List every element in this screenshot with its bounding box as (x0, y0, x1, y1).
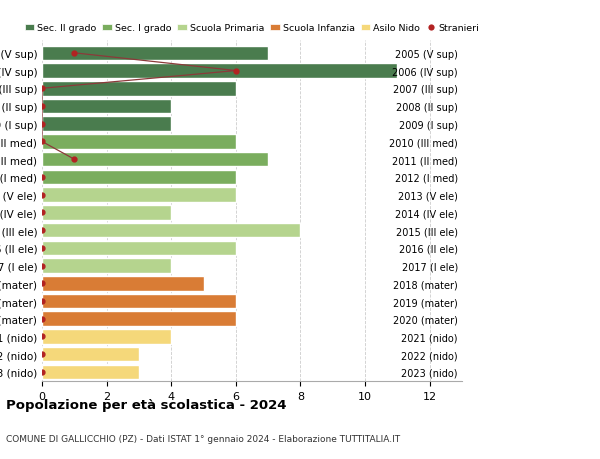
Text: COMUNE DI GALLICCHIO (PZ) - Dati ISTAT 1° gennaio 2024 - Elaborazione TUTTITALIA: COMUNE DI GALLICCHIO (PZ) - Dati ISTAT 1… (6, 434, 400, 443)
Bar (42, 188, 236, 202)
Bar (42, 64, 397, 78)
Bar (42, 152, 268, 167)
Bar (42, 330, 171, 344)
Bar (42, 294, 236, 308)
Bar (42, 224, 301, 238)
Bar (42, 241, 236, 256)
Bar (42, 259, 171, 273)
Bar (42, 347, 139, 362)
Bar (42, 276, 203, 291)
Text: Popolazione per età scolastica - 2024: Popolazione per età scolastica - 2024 (6, 398, 287, 411)
Bar (42, 82, 236, 96)
Legend: Sec. II grado, Sec. I grado, Scuola Primaria, Scuola Infanzia, Asilo Nido, Stran: Sec. II grado, Sec. I grado, Scuola Prim… (25, 24, 479, 33)
Bar (42, 117, 171, 132)
Bar (42, 135, 236, 149)
Bar (42, 100, 171, 114)
Bar (42, 170, 236, 185)
Bar (42, 206, 171, 220)
Bar (42, 365, 139, 380)
Text: Anni di nascita: Anni di nascita (597, 173, 600, 250)
Bar (42, 46, 268, 61)
Bar (42, 312, 236, 326)
